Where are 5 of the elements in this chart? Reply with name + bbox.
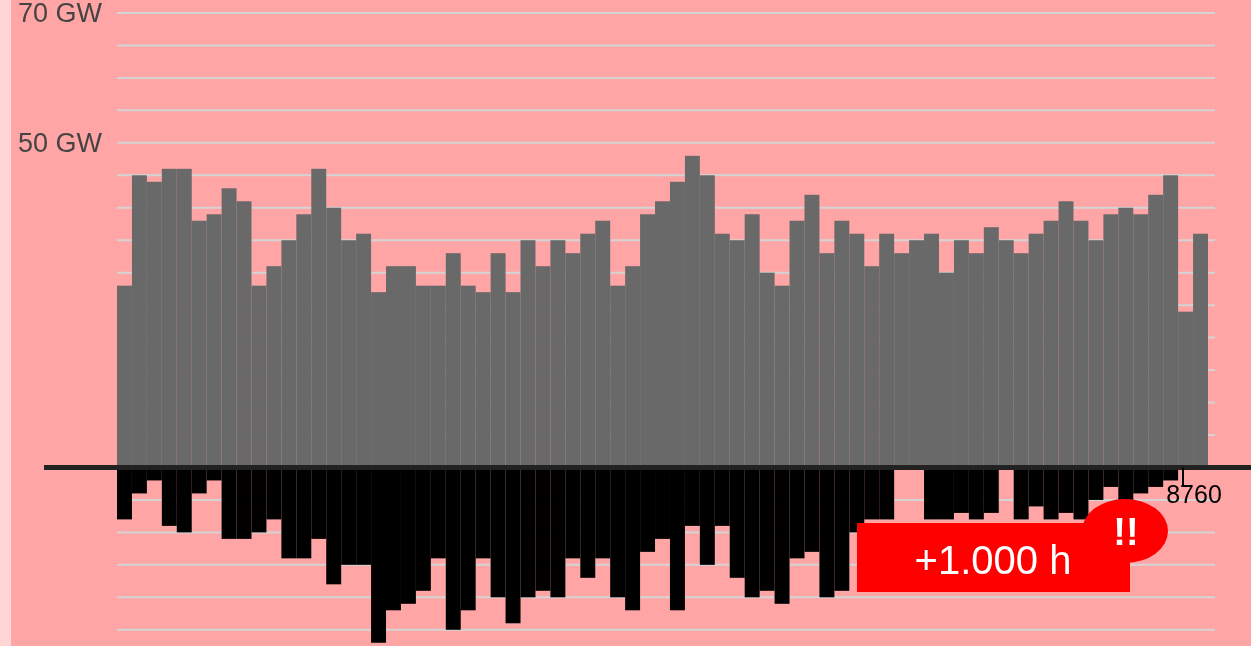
y-tick-label: 50 GW <box>17 128 103 159</box>
annotation: !! <box>1113 511 1139 554</box>
annotation: 8760 <box>1166 480 1222 509</box>
annotation: +1.000 h <box>914 538 1072 582</box>
y-tick-label: 70 GW <box>17 0 103 29</box>
